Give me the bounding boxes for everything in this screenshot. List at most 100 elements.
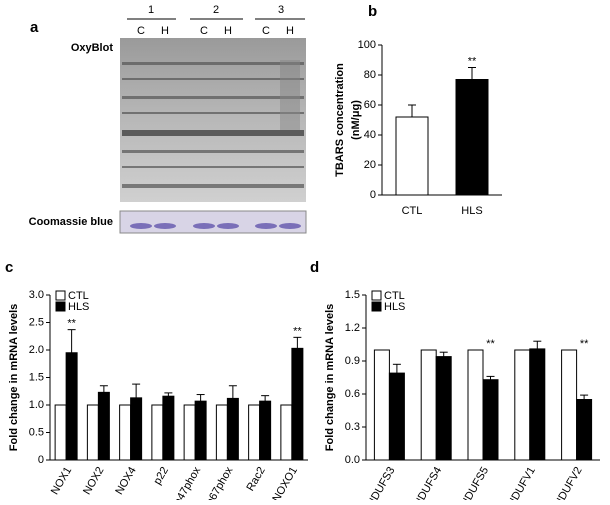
bar (194, 400, 207, 461)
bar (259, 400, 272, 461)
x-tick-label: NOX1 (49, 465, 74, 497)
error-bar (196, 394, 205, 402)
x-tick-label: NOXO1 (270, 465, 300, 500)
x-tick-label: NDUFS3 (365, 465, 397, 500)
legend-label: HLS (68, 301, 89, 313)
error-bar (164, 392, 173, 397)
stain-label: Coomassie blue (29, 216, 113, 228)
bar (130, 397, 143, 461)
bar (65, 352, 78, 461)
y-tick-label: 1.5 (29, 371, 44, 383)
y-tick-label: 3.0 (29, 289, 44, 301)
error-bar (468, 67, 476, 80)
group-label: 1 (148, 4, 154, 16)
bar (529, 348, 546, 461)
bar (561, 349, 578, 461)
bar (248, 404, 261, 461)
significance-marker: ** (580, 338, 589, 350)
y-tick-label: 40 (364, 129, 376, 141)
y-tick-label: 0 (38, 454, 44, 466)
error-bar (99, 385, 108, 393)
x-tick-label: p67phox (204, 465, 236, 500)
y-axis-label: Fold change in mRNA levels (8, 304, 20, 452)
lane-label: C (137, 25, 145, 37)
y-tick-label: 2.5 (29, 316, 44, 328)
significance-marker: ** (67, 318, 76, 330)
x-tick-label: HLS (461, 205, 482, 217)
significance-marker: ** (468, 55, 477, 67)
y-tick-label: 80 (364, 69, 376, 81)
y-tick-label: 0.0 (345, 454, 360, 466)
y-tick-label: 1.0 (29, 399, 44, 411)
significance-marker: ** (486, 338, 495, 350)
bar (97, 391, 110, 461)
x-tick-label: NDUFS4 (412, 465, 444, 500)
blot-bands (122, 60, 304, 188)
legend-swatch (371, 301, 382, 312)
y-tick-label: 1.2 (345, 322, 360, 334)
bar (420, 349, 437, 461)
y-tick-label: 0.9 (345, 355, 360, 367)
error-bar (261, 395, 270, 402)
x-tick-label: NDUFV2 (552, 465, 584, 500)
y-tick-label: 20 (364, 159, 376, 171)
bar (226, 397, 239, 461)
x-tick-label: NDUFV1 (506, 465, 538, 500)
y-axis-label: Fold change in mRNA levels (324, 304, 336, 452)
legend-label: HLS (384, 301, 405, 313)
bar (183, 404, 196, 461)
legend-swatch (371, 290, 382, 301)
y-tick-label: 0.3 (345, 421, 360, 433)
error-bar (408, 104, 416, 117)
bar (576, 399, 593, 461)
panel-label: d (310, 259, 319, 276)
error-bar (439, 351, 448, 357)
error-bar (132, 383, 141, 398)
lane-label: H (286, 25, 294, 37)
error-bar (580, 394, 589, 400)
bar (455, 79, 489, 196)
error-bar (392, 363, 401, 374)
error-bar (486, 375, 495, 380)
error-bar (67, 329, 76, 353)
panel-label: c (5, 259, 13, 276)
panel-label: a (30, 19, 39, 36)
y-tick-label: 1.5 (345, 289, 360, 301)
y-tick-label: 0.5 (29, 426, 44, 438)
legend-swatch (55, 290, 66, 301)
y-axis-label: TBARS concentration (334, 63, 346, 177)
blot-panel: a 1 2 3 C H C H C H OxyBlot Coomassie bl… (29, 4, 307, 234)
bar (514, 349, 531, 461)
legend-swatch (55, 301, 66, 312)
y-tick-label: 0 (370, 189, 376, 201)
bar (388, 372, 405, 461)
bar (373, 349, 390, 461)
bar (54, 404, 67, 461)
group-label: 3 (278, 4, 284, 16)
bar (395, 116, 429, 196)
error-bar (533, 340, 542, 349)
bar (291, 347, 304, 461)
bar (162, 395, 175, 461)
x-tick-label: CTL (402, 205, 423, 217)
x-tick-label: p22 (151, 465, 171, 487)
bar (467, 349, 484, 461)
bar (482, 379, 499, 461)
bar (215, 404, 228, 461)
group-label: 2 (213, 4, 219, 16)
y-tick-label: 2.0 (29, 344, 44, 356)
lane-label: H (224, 25, 232, 37)
significance-marker: ** (293, 325, 302, 337)
bar (86, 404, 99, 461)
stain-bands (130, 223, 301, 229)
lane-label: C (262, 25, 270, 37)
lane-label: H (161, 25, 169, 37)
bar (119, 404, 132, 461)
legend-label: CTL (384, 290, 405, 302)
error-bar (228, 385, 237, 399)
error-bar (293, 336, 302, 349)
stain-image (119, 210, 307, 234)
bar (435, 356, 452, 461)
bar (280, 404, 293, 461)
